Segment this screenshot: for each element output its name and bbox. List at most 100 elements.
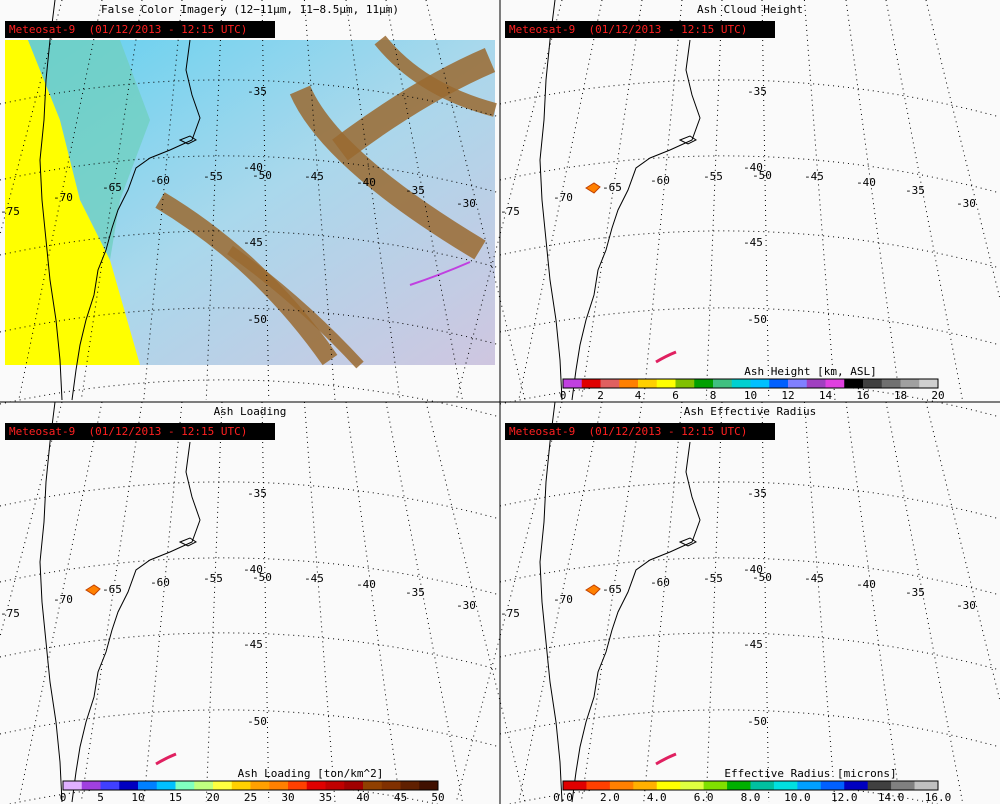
- map-label: -50: [752, 571, 772, 584]
- colorbar-swatch: [731, 379, 751, 388]
- map-label: -40: [243, 161, 263, 174]
- map-label: -45: [743, 638, 763, 651]
- map-label: -55: [203, 170, 223, 183]
- colorbar-swatch: [381, 781, 401, 790]
- map-label: -50: [247, 313, 267, 326]
- imagery-cloud: [289, 85, 486, 260]
- map-label: -55: [203, 572, 223, 585]
- island: [678, 537, 697, 547]
- colorbar-swatch: [694, 379, 714, 388]
- colorbar-frame: [562, 780, 939, 791]
- map-label: -75: [0, 205, 20, 218]
- colorbar-tick-label: 6.0: [694, 791, 714, 804]
- colorbar-swatch: [563, 379, 583, 388]
- colorbar-swatch: [750, 781, 775, 790]
- colorbar-tick-label: 30: [281, 791, 294, 804]
- colorbar-tick-label: 2: [597, 389, 604, 402]
- stamp-box: [5, 423, 275, 440]
- colorbar-swatch: [656, 379, 676, 388]
- colorbar-tick-label: 6: [672, 389, 679, 402]
- map-label: -45: [304, 572, 324, 585]
- colorbar-swatch: [419, 781, 439, 790]
- graticule-meridian: [261, 401, 270, 803]
- map-label: -40: [243, 563, 263, 576]
- colorbar-tick-label: 20: [206, 791, 219, 804]
- colorbar-swatch: [703, 781, 728, 790]
- colorbar-swatch: [400, 781, 420, 790]
- map-label: -35: [247, 85, 267, 98]
- graticule-meridian: [205, 401, 223, 803]
- colorbar-swatch: [269, 781, 289, 790]
- map-label: -75: [0, 607, 20, 620]
- map-label: -60: [650, 576, 670, 589]
- colorbar-title: Ash Loading [ton/km^2]: [238, 767, 384, 780]
- graticule-meridian: [761, 401, 770, 803]
- ash-retrieval: [655, 350, 677, 364]
- colorbar-swatch: [119, 781, 139, 790]
- colorbar-swatch: [900, 379, 920, 388]
- coastline: [39, 401, 63, 803]
- ash-retrieval: [585, 584, 601, 596]
- colorbar-swatch: [250, 781, 270, 790]
- colorbar-swatch: [638, 379, 658, 388]
- map-label: -65: [102, 181, 122, 194]
- panel: -35 -40 -45 -50 -75 -70 -65 -60 -55 -50 -45 -40 -35 -…: [0, 401, 526, 804]
- colorbar-tick-label: 2.0: [600, 791, 620, 804]
- map-label: -50: [247, 715, 267, 728]
- ash-retrieval: [155, 752, 177, 766]
- colorbar-swatch: [680, 781, 704, 790]
- colorbar-swatch: [797, 781, 822, 790]
- colorbar-swatch: [563, 781, 587, 790]
- coastline: [571, 39, 701, 401]
- graticule-meridian: [518, 0, 603, 401]
- map-label: -50: [752, 169, 772, 182]
- map-label: -60: [150, 576, 170, 589]
- colorbar-swatch: [750, 379, 770, 388]
- graticule-meridian: [803, 0, 836, 401]
- map-label: -40: [356, 176, 376, 189]
- colorbar-swatch: [806, 379, 826, 388]
- colorbar-tick-label: 4.0: [647, 791, 667, 804]
- coastline: [539, 0, 563, 401]
- colorbar-title: Ash Height [km, ASL]: [744, 365, 876, 378]
- graticule-meridian: [303, 0, 336, 401]
- colorbar-swatch: [773, 781, 798, 790]
- colorbar-tick-label: 50: [431, 791, 444, 804]
- colorbar-swatch: [288, 781, 308, 790]
- map-label: -35: [747, 85, 767, 98]
- coastline: [571, 441, 701, 803]
- colorbar-swatch: [919, 379, 939, 388]
- panel-title: Ash Cloud Height: [697, 3, 803, 16]
- graticule-meridian: [705, 0, 723, 401]
- map-label: -55: [703, 572, 723, 585]
- map-label: -50: [747, 313, 767, 326]
- colorbar-swatch: [881, 379, 901, 388]
- panel: -35 -40 -45 -50 -75 -70 -65 -60 -55 -50 -45 -40 -35 -…: [455, 401, 1000, 804]
- graticule-meridian: [643, 401, 683, 803]
- colorbar-swatch: [727, 781, 751, 790]
- colorbar-swatch: [586, 781, 611, 790]
- colorbar-frame: [62, 780, 439, 791]
- graticule-meridian: [261, 0, 270, 401]
- colorbar-swatch: [656, 781, 681, 790]
- panel: -35 -40 -45 -50 -75 -70 -65 -60 -55 -50 -45 -40 -35 -…: [0, 0, 526, 418]
- map-label: -60: [150, 174, 170, 187]
- map-label: -35: [247, 487, 267, 500]
- colorbar-swatch: [194, 781, 214, 790]
- map-label: -40: [743, 161, 763, 174]
- map-label: -30: [956, 197, 976, 210]
- colorbar-swatch: [600, 379, 620, 388]
- map-label: -40: [856, 578, 876, 591]
- graticule-meridian: [143, 0, 183, 401]
- panel-title: Ash Effective Radius: [684, 405, 816, 418]
- colorbar-swatch: [769, 379, 789, 388]
- panel-title: Ash Loading: [214, 405, 287, 418]
- stamp-box: [505, 423, 775, 440]
- colorbar-tick-label: 8: [710, 389, 717, 402]
- ash-retrieval: [585, 182, 601, 194]
- stamp: Meteosat-9 (01/12/2013 - 12:15 UTC): [509, 425, 747, 438]
- graticule-meridian: [518, 401, 603, 803]
- map-label: -50: [252, 169, 272, 182]
- map-label: -70: [53, 593, 73, 606]
- graticule-meridian: [303, 401, 336, 803]
